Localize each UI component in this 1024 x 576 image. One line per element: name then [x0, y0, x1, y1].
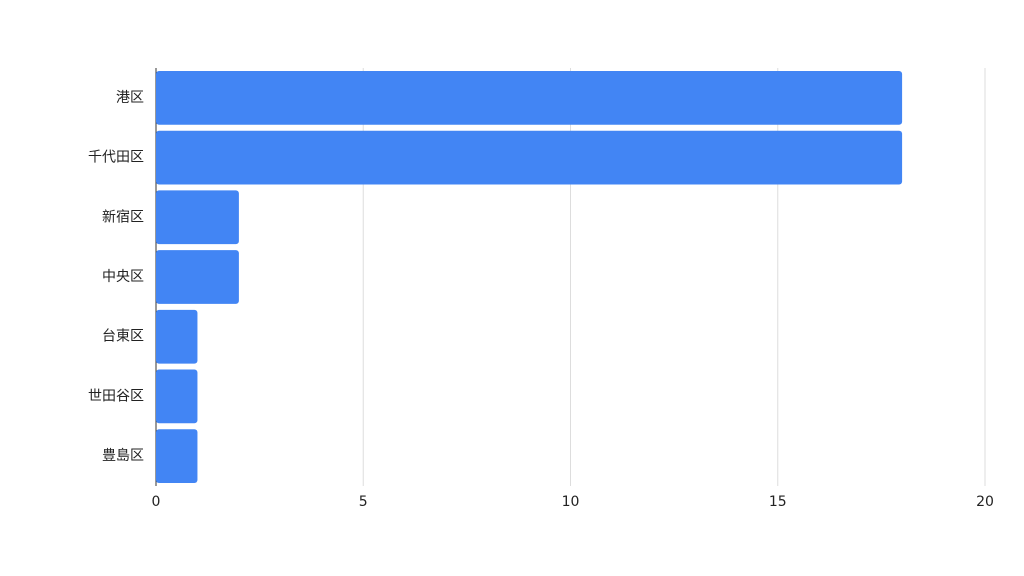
- bar: [156, 309, 198, 364]
- bar: [156, 429, 198, 484]
- bar: [156, 130, 903, 185]
- bar: [156, 70, 903, 125]
- y-tick-label: 千代田区: [88, 150, 144, 166]
- bar: [156, 369, 198, 424]
- x-tick-label: 5: [359, 494, 368, 510]
- y-tick-label: 港区: [116, 90, 144, 106]
- y-tick-label: 中央区: [102, 269, 144, 285]
- y-tick-label: 台東区: [102, 329, 144, 345]
- x-tick-label: 0: [152, 494, 161, 510]
- bar: [156, 250, 239, 304]
- y-tick-label: 新宿区: [102, 208, 144, 225]
- bar: [156, 190, 239, 245]
- y-tick-label: 豊島区: [102, 448, 144, 464]
- x-tick-label: 20: [976, 494, 994, 510]
- y-tick-label: 世田谷区: [88, 388, 144, 404]
- x-tick-label: 15: [769, 494, 787, 510]
- x-tick-label: 10: [562, 494, 580, 510]
